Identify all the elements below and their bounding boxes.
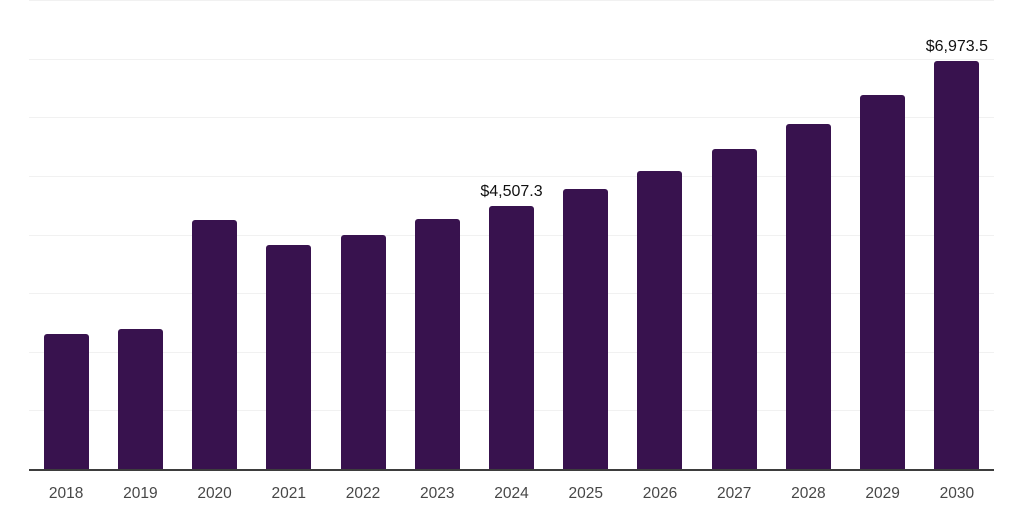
bar-2018 [43, 334, 89, 470]
gridline [29, 175, 994, 177]
value-label-2030: $6,973.5 [925, 38, 989, 56]
gridline [29, 0, 994, 1]
x-tick-2029: 2029 [865, 485, 900, 502]
gridline [29, 117, 994, 119]
x-tick-2021: 2021 [271, 485, 307, 502]
bar-2022 [340, 234, 386, 470]
bar-2020 [192, 219, 238, 470]
gridline [29, 58, 994, 60]
x-tick-2022: 2022 [345, 485, 381, 502]
x-tick-2025: 2025 [568, 485, 603, 502]
plot-area: $4,507.3 $6,973.5 [29, 0, 994, 470]
x-tick-2027: 2027 [716, 485, 752, 502]
bar-2023 [414, 218, 460, 470]
x-tick-2023: 2023 [420, 485, 455, 502]
x-tick-2024: 2024 [494, 485, 529, 502]
bar-2019 [117, 329, 163, 470]
x-tick-2030: 2030 [939, 485, 975, 502]
bar-2029 [860, 95, 906, 470]
bar-2030 [934, 61, 980, 470]
x-axis-line [29, 469, 994, 471]
x-tick-2026: 2026 [642, 485, 678, 502]
x-tick-2019: 2019 [123, 485, 158, 502]
x-tick-2020: 2020 [197, 485, 232, 502]
value-label-2024: $4,507.3 [480, 182, 543, 200]
bar-2025 [563, 188, 609, 470]
bar-2026 [637, 171, 683, 470]
x-tick-2018: 2018 [48, 485, 84, 502]
x-tick-2028: 2028 [791, 485, 826, 502]
bar-2021 [266, 244, 312, 470]
bar-2028 [785, 124, 831, 470]
bar-2024 [489, 205, 534, 470]
bar-2027 [711, 149, 757, 470]
